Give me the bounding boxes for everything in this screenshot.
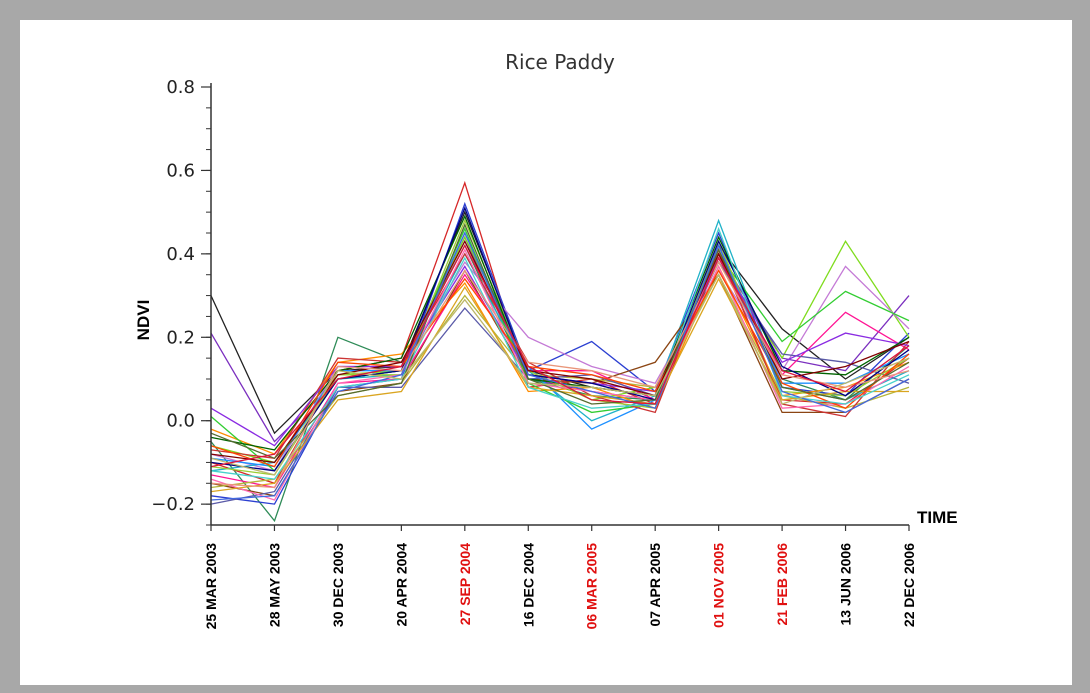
y-tick-label: 0.4 [166, 244, 195, 265]
series-line-15 [210, 260, 910, 505]
x-tick-label: 25 MAR 2003 [203, 543, 219, 630]
chart-frame: Rice Paddy NDVI TIME −0.2 0.0 0.2 0.4 0.6 0.8… [20, 20, 1072, 685]
x-tick-label: 20 APR 2004 [393, 543, 409, 627]
series-line-27 [210, 260, 910, 489]
y-tick-label: 0.2 [166, 327, 195, 348]
series-line-24 [210, 226, 910, 480]
x-tick-label: 30 DEC 2003 [330, 543, 346, 627]
y-tick-label: 0.8 [166, 77, 195, 98]
series-line-26 [210, 222, 910, 460]
x-tick-label: 21 FEB 2006 [774, 543, 790, 626]
chart-title: Rice Paddy [505, 50, 615, 74]
axes-layer: −0.2 0.0 0.2 0.4 0.6 0.8 25 MAR 2003 28 MAY 200… [151, 77, 917, 629]
series-line-12 [210, 231, 910, 468]
x-tick-label: 13 JUN 2006 [838, 543, 854, 626]
ndvi-line-chart: Rice Paddy NDVI TIME −0.2 0.0 0.2 0.4 0.6 0.8… [134, 50, 958, 629]
x-tick-label: 22 DEC 2006 [901, 543, 917, 627]
series-line-22 [210, 206, 910, 472]
x-tick-label: 28 MAY 2003 [266, 543, 282, 627]
x-tick-label: 07 APR 2005 [647, 543, 663, 627]
x-tick-label: 16 DEC 2004 [520, 543, 536, 627]
series-line-14 [210, 227, 910, 472]
x-axis-label: TIME [917, 508, 958, 527]
y-tick-label: 0.6 [166, 160, 195, 181]
y-tick-label: 0.0 [166, 411, 195, 432]
x-tick-label: 06 MAR 2005 [584, 543, 600, 630]
y-tick-label: −0.2 [151, 494, 195, 515]
y-axis-label: NDVI [134, 300, 153, 341]
series-line-17 [210, 218, 910, 476]
series-line-5 [210, 201, 910, 505]
x-tick-label: 01 NOV 2005 [711, 543, 727, 628]
series-line-29 [210, 273, 910, 476]
series-layer [210, 180, 910, 523]
series-line-30 [210, 244, 910, 468]
series-line-23 [210, 269, 910, 468]
x-tick-label: 27 SEP 2004 [457, 543, 473, 625]
